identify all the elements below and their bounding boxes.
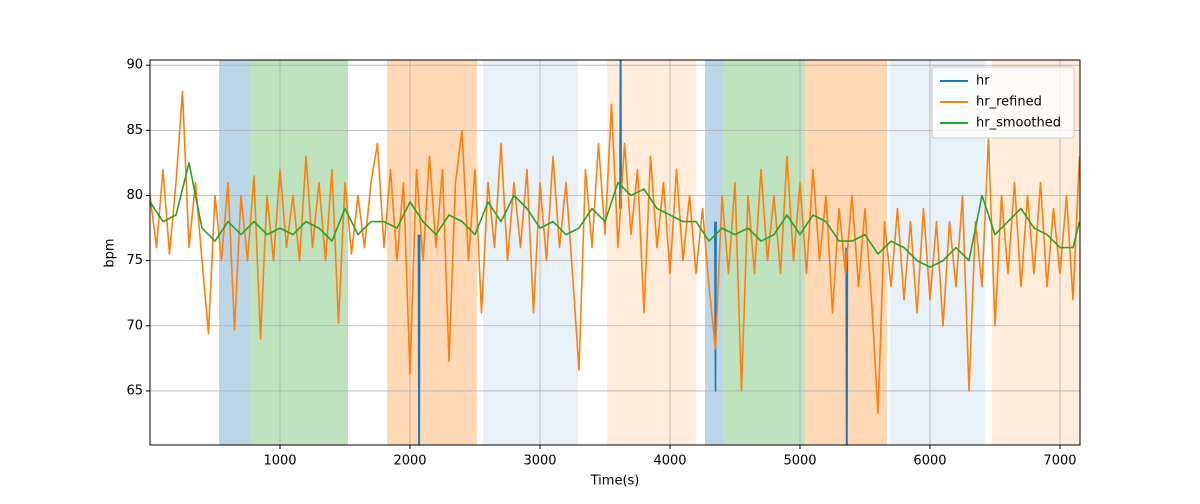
- x-tick-label: 5000: [783, 454, 816, 469]
- series-line: [150, 90, 1080, 414]
- shaded-span: [606, 60, 696, 445]
- y-tick-label: 80: [126, 188, 143, 203]
- legend-label: hr_smoothed: [976, 116, 1061, 131]
- plot-frame: [149, 59, 1081, 446]
- shaded-span: [219, 60, 250, 445]
- x-tick-label: 3000: [523, 454, 556, 469]
- series-line: [150, 162, 1080, 268]
- x-tick-label: 7000: [1043, 454, 1076, 469]
- y-tick-label: 85: [126, 123, 143, 138]
- y-tick-label: 75: [126, 253, 143, 268]
- x-tick-label: 4000: [653, 454, 686, 469]
- x-tick-label: 6000: [913, 454, 946, 469]
- legend-box: [931, 66, 1075, 139]
- shaded-span: [386, 60, 477, 445]
- x-axis-label: Time(s): [590, 474, 640, 489]
- lines: [150, 60, 1080, 445]
- y-tick-label: 65: [126, 383, 143, 398]
- x-tick-label: 2000: [393, 454, 426, 469]
- legend-label: hr_refined: [976, 95, 1042, 110]
- y-axis-label: bpm: [103, 238, 118, 267]
- shaded-span: [704, 60, 724, 445]
- axes: 1000 2000 3000 4000 5000 6000 7000 65 70 75 80 85 90…: [126, 58, 1081, 469]
- y-tick-label: 90: [126, 58, 143, 73]
- legend-label: hr: [976, 74, 990, 89]
- y-tick-label: 70: [126, 318, 143, 333]
- x-tick-label: 1000: [263, 454, 296, 469]
- spans: [219, 60, 1080, 445]
